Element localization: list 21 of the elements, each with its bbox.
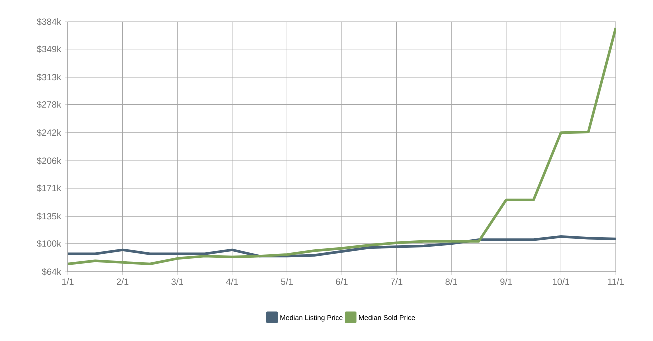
x-tick-label: 7/1 [391,278,403,286]
x-tick-label: 1/1 [62,278,74,286]
x-tick-label: 8/1 [446,278,458,286]
x-tick-label: 5/1 [281,278,294,286]
x-tick-label: 6/1 [336,278,348,286]
y-tick-label: $242k [37,129,62,137]
x-tick-label: 9/1 [500,278,512,286]
x-tick-label: 11/1 [608,278,624,286]
y-tick-label: $135k [37,212,62,220]
y-tick-label: $278k [37,101,62,108]
y-tick-label: $313k [37,74,62,82]
y-tick-label: $64k [42,268,62,276]
y-tick-label: $349k [37,46,62,53]
x-tick-label: 10/1 [553,278,570,286]
x-tick-label: 4/1 [226,278,238,286]
y-tick-label: $100k [37,240,62,248]
y-tick-label: $206k [37,157,62,165]
y-tick-label: $171k [37,184,62,192]
x-tick-label: 2/1 [117,278,129,286]
x-tick-label: 3/1 [172,278,184,286]
y-tick-label: $384k [37,18,62,26]
